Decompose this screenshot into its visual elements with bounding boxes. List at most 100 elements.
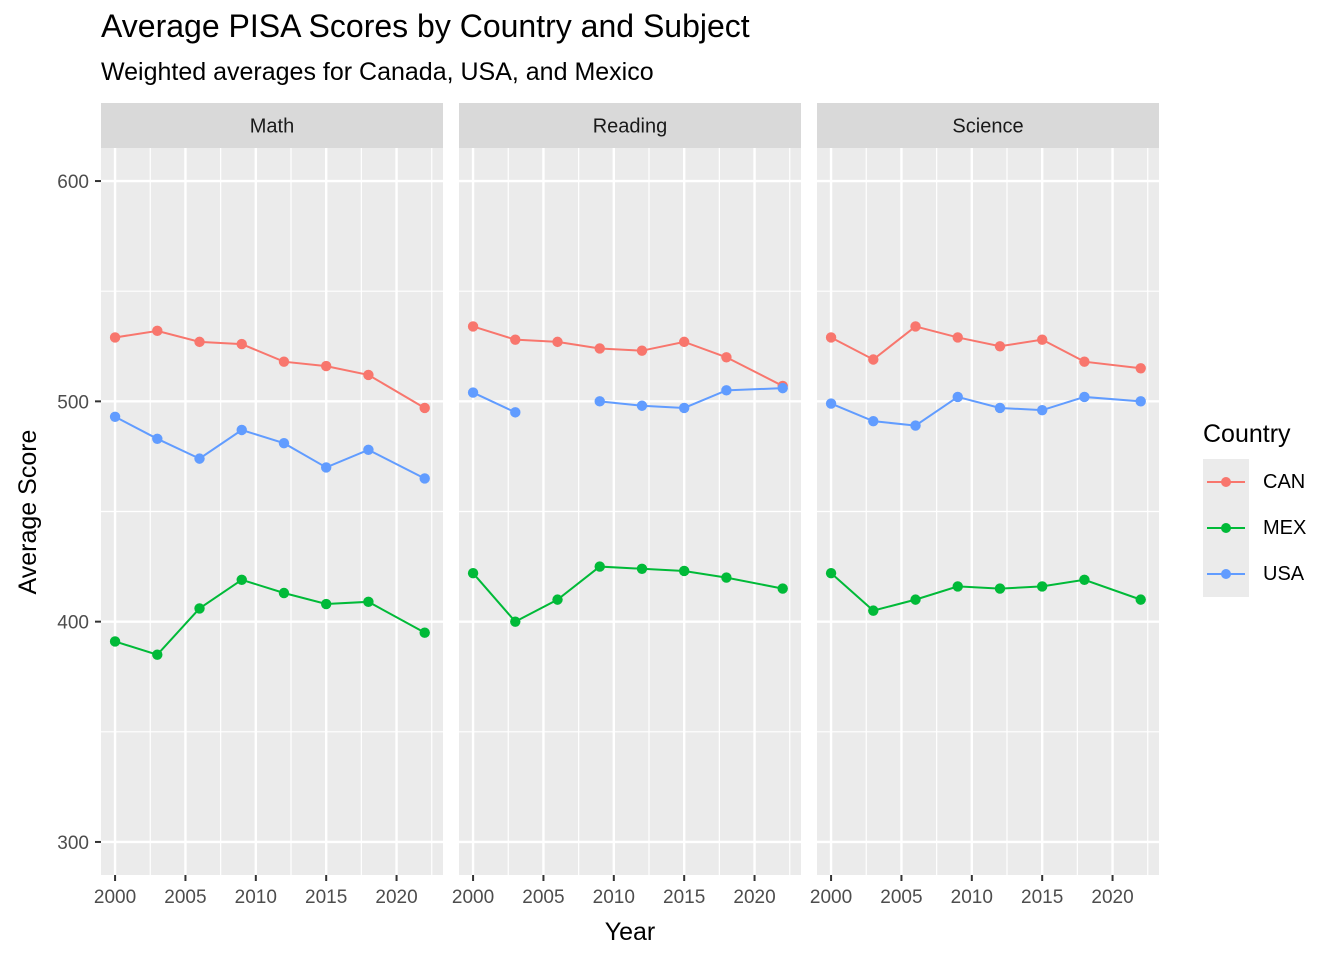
data-point-usa — [152, 433, 163, 444]
data-point-can — [825, 332, 837, 343]
x-tick-label: 2020 — [733, 887, 775, 908]
data-point-can — [152, 325, 163, 337]
x-tick-label: 2010 — [235, 887, 277, 908]
data-point-usa — [419, 473, 430, 484]
data-point-mex — [1036, 581, 1048, 592]
x-tick-label: 2005 — [880, 887, 922, 908]
x-tick-label: 2000 — [810, 887, 852, 908]
series-line-can-reading — [472, 325, 784, 387]
legend-label: CAN — [1263, 470, 1306, 493]
data-point-mex — [994, 583, 1006, 594]
data-point-mex — [510, 616, 521, 627]
y-tick-label: 300 — [57, 833, 89, 854]
data-point-usa — [594, 396, 605, 407]
x-tick-label: 2000 — [94, 887, 136, 908]
series-line-can-science — [830, 325, 1141, 370]
data-point-mex — [636, 563, 648, 574]
strip-label-science: Science — [952, 116, 1023, 138]
legend: Country CAN MEX USA — [1203, 420, 1307, 597]
data-point-usa — [825, 398, 837, 409]
data-point-usa — [1036, 404, 1048, 416]
data-point-can — [952, 332, 963, 343]
data-point-can — [278, 356, 290, 367]
data-point-usa — [952, 391, 963, 403]
x-tick-label: 2000 — [452, 887, 494, 908]
data-point-mex — [419, 627, 430, 638]
data-point-mex — [825, 567, 837, 579]
strip-label-reading: Reading — [593, 116, 668, 138]
data-point-mex — [278, 587, 290, 599]
data-point-mex — [363, 596, 374, 608]
data-point-can — [1036, 334, 1048, 345]
data-point-mex — [777, 583, 788, 594]
data-point-usa — [994, 402, 1006, 414]
data-point-mex — [1135, 594, 1146, 605]
series-line-usa-science — [830, 395, 1141, 427]
data-point-mex — [1079, 574, 1090, 585]
data-point-usa — [278, 438, 290, 449]
legend-item-can: CAN — [1203, 459, 1306, 505]
data-point-usa — [510, 407, 521, 418]
x-axis-label: Year — [605, 918, 656, 946]
chart-subtitle: Weighted averages for Canada, USA, and M… — [101, 58, 654, 86]
legend-key-mex — [1203, 505, 1249, 551]
chart-title: Average PISA Scores by Country and Subje… — [101, 8, 750, 44]
legend-key-usa — [1203, 551, 1249, 597]
series-line-usa-reading — [472, 391, 516, 414]
legend-item-mex: MEX — [1203, 505, 1306, 551]
strip-science — [817, 103, 1159, 148]
data-point-mex — [109, 636, 121, 647]
series-line-can-math — [114, 329, 426, 409]
data-point-mex — [721, 572, 732, 583]
data-point-usa — [910, 420, 921, 431]
x-tick-label: 2005 — [164, 887, 206, 908]
data-point-mex — [868, 605, 879, 616]
data-point-mex — [952, 581, 963, 592]
data-point-usa — [194, 453, 205, 464]
data-point-can — [868, 354, 879, 365]
strip-math — [101, 103, 443, 148]
data-point-can — [1135, 363, 1146, 374]
x-tick-label: 2015 — [1021, 887, 1063, 908]
data-point-can — [994, 341, 1006, 352]
x-tick-label: 2005 — [522, 887, 564, 908]
legend-label: USA — [1263, 562, 1305, 585]
data-point-can — [552, 336, 563, 348]
x-tick-label: 2010 — [951, 887, 993, 908]
data-point-mex — [910, 594, 921, 605]
data-point-mex — [678, 565, 690, 577]
data-point-usa — [777, 382, 788, 394]
series-line-mex-science — [830, 572, 1142, 612]
data-point-usa — [236, 424, 247, 436]
data-point-usa — [868, 415, 879, 427]
data-point-usa — [467, 387, 479, 398]
data-point-mex — [552, 594, 563, 605]
data-point-can — [320, 360, 332, 372]
data-point-mex — [594, 561, 605, 572]
legend-title: Country — [1203, 420, 1291, 448]
data-point-can — [636, 345, 648, 356]
data-point-usa — [109, 411, 121, 422]
y-tick-label: 500 — [57, 392, 89, 413]
data-point-can — [1079, 356, 1090, 367]
legend-keys: CAN MEX USA — [1203, 459, 1307, 597]
legend-key-dot — [1221, 477, 1231, 487]
data-point-mex — [236, 574, 247, 585]
data-point-can — [419, 402, 430, 414]
data-point-usa — [320, 462, 332, 473]
series-line-mex-reading — [472, 565, 783, 623]
x-tick-label: 2020 — [375, 887, 417, 908]
data-point-can — [510, 334, 521, 345]
data-point-usa — [363, 444, 374, 456]
x-tick-label: 2015 — [663, 887, 705, 908]
legend-key-dot — [1221, 523, 1231, 533]
x-tick-label: 2020 — [1091, 887, 1133, 908]
data-point-can — [363, 369, 374, 381]
legend-item-usa: USA — [1203, 551, 1306, 597]
data-point-usa — [1079, 391, 1090, 403]
data-point-can — [109, 332, 121, 343]
data-point-mex — [194, 603, 205, 614]
data-point-can — [721, 352, 732, 363]
series-line-mex-math — [114, 578, 426, 656]
x-tick-label: 2015 — [305, 887, 347, 908]
